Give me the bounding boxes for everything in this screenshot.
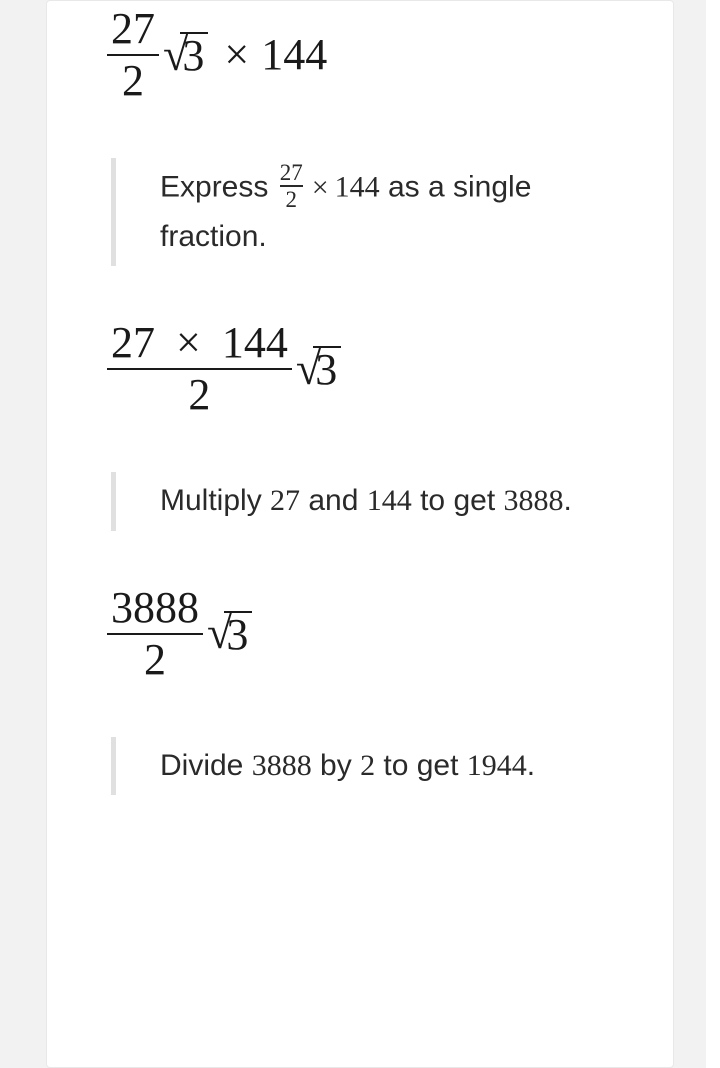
numerator: 3888 (107, 586, 203, 630)
text: . (564, 484, 572, 517)
denominator: 2 (184, 373, 214, 417)
explanation-2: Multiply 27 and 144 to get 3888. (111, 472, 613, 531)
num-left: 27 (111, 318, 155, 367)
text: Divide (160, 749, 252, 782)
value-a: 3888 (252, 749, 312, 782)
text: to get (375, 749, 467, 782)
denominator: 2 (118, 59, 148, 103)
fraction: 27 × 144 2 (107, 321, 292, 417)
denominator: 2 (285, 188, 297, 211)
text: to get (412, 484, 504, 517)
times-icon: × (312, 171, 329, 204)
right-strip (706, 0, 720, 1068)
text: Multiply (160, 484, 270, 517)
result-value: 1944 (467, 749, 527, 782)
explanation-3: Divide 3888 by 2 to get 1944. (111, 737, 613, 796)
square-root: √ 3 (296, 346, 341, 392)
formula-step-1: 27 2 √ 3 × 144 (107, 1, 613, 103)
radicand: 3 (224, 611, 252, 657)
value-b: 2 (360, 749, 375, 782)
formula-step-2: 27 × 144 2 √ 3 (107, 321, 613, 417)
result-value: 3888 (504, 484, 564, 517)
text: and (300, 484, 367, 517)
factor: 144 (335, 171, 380, 204)
times-icon: × (176, 318, 201, 367)
explanation-1: Express 27 2 ×144 as a single fraction. (111, 158, 613, 266)
denominator: 2 (140, 638, 170, 682)
radicand: 3 (313, 346, 341, 392)
value-a: 27 (270, 484, 300, 517)
numerator: 27 × 144 (107, 321, 292, 365)
factor: 144 (261, 33, 327, 77)
numerator: 27 (280, 161, 303, 184)
square-root: √ 3 (163, 32, 208, 78)
value-b: 144 (367, 484, 412, 517)
fraction: 27 2 (107, 7, 159, 103)
text: . (527, 749, 535, 782)
text: by (312, 749, 360, 782)
numerator: 27 (107, 7, 159, 51)
fraction: 3888 2 (107, 586, 203, 682)
solution-card: 27 2 √ 3 × 144 Express 27 2 ×144 as a si… (46, 0, 674, 1068)
inline-fraction: 27 2 (280, 161, 303, 211)
formula-step-3: 3888 2 √ 3 (107, 586, 613, 682)
radicand: 3 (180, 32, 208, 78)
num-right: 144 (222, 318, 288, 367)
text: Express (160, 171, 277, 204)
square-root: √ 3 (207, 610, 252, 656)
times-icon: × (224, 33, 249, 77)
